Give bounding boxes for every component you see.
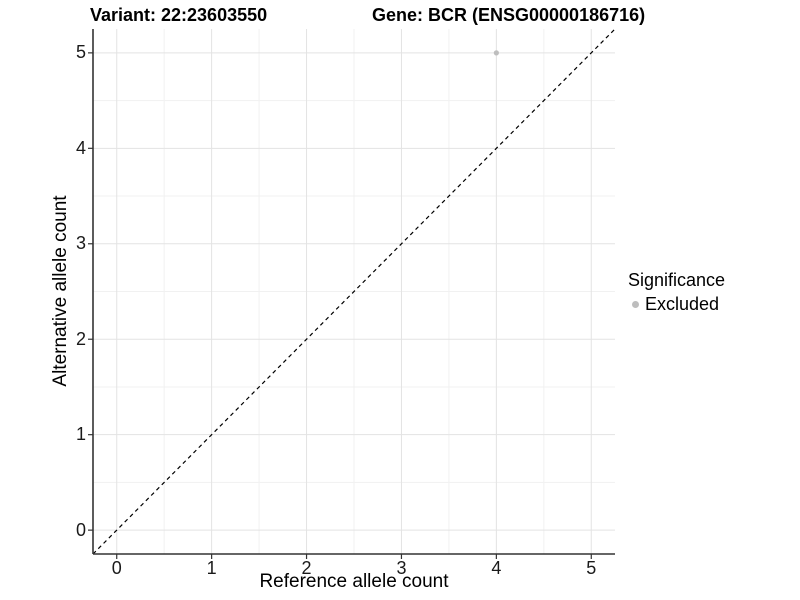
y-tick-label-5: 5 [75, 42, 86, 63]
legend-entry-label: Excluded [645, 294, 720, 314]
y-tick-label-4: 4 [75, 137, 86, 158]
x-tick-label-1: 1 [206, 558, 217, 578]
legend-key-dot-icon [632, 301, 639, 308]
legend-entry-excluded: Excluded [628, 294, 725, 315]
y-tick-label-2: 2 [75, 328, 86, 349]
x-axis-title: Reference allele count [259, 571, 449, 592]
plot-title-gene: Gene: BCR (ENSG00000186716) [372, 5, 646, 25]
data-point-excluded [493, 50, 499, 56]
legend-title: Significance [628, 270, 726, 290]
x-tick-label-4: 4 [491, 558, 502, 578]
y-tick-label-1: 1 [75, 424, 86, 445]
x-tick-label-5: 5 [586, 558, 597, 578]
identity-reference-line [92, 28, 616, 555]
x-tick-label-2: 2 [301, 558, 312, 578]
x-tick-label-0: 0 [111, 558, 122, 578]
plot-title-variant: Variant: 22:23603550 [90, 5, 268, 25]
y-tick-label-0: 0 [75, 519, 86, 540]
x-tick-label-3: 3 [396, 558, 407, 578]
legend: Significance Excluded [628, 270, 725, 315]
y-axis-title: Alternative allele count [50, 195, 71, 387]
y-tick-label-3: 3 [75, 233, 86, 254]
